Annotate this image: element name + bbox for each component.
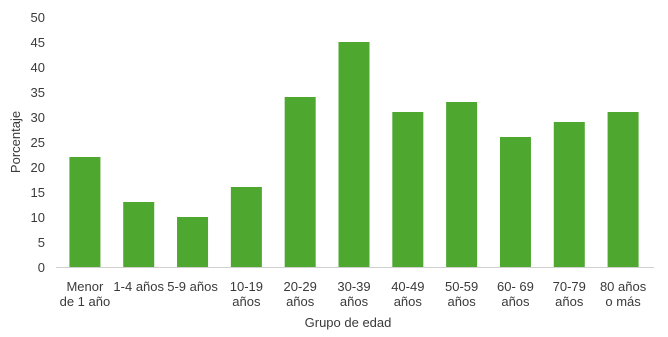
y-tick-label: 25 [31, 135, 45, 150]
bar [607, 112, 639, 267]
y-axis-ticks: 0 5 10 15 20 25 30 35 40 45 50 [31, 10, 45, 275]
bar [338, 42, 370, 267]
y-tick-label: 50 [31, 10, 45, 25]
bar [69, 157, 101, 267]
x-tick-label: 20-29 años [284, 279, 317, 309]
x-tick-label: 1-4 años [113, 279, 164, 294]
bar [553, 122, 585, 267]
bar [446, 102, 478, 267]
x-tick-label: 60- 69 años [497, 279, 534, 309]
x-tick-label: Menor de 1 año [60, 279, 111, 309]
bar [230, 187, 262, 267]
y-tick-label: 5 [38, 235, 45, 250]
y-tick-label: 35 [31, 85, 45, 100]
y-tick-label: 40 [31, 60, 45, 75]
bars [69, 42, 639, 267]
x-tick-label: 40-49 años [391, 279, 424, 309]
y-tick-label: 30 [31, 110, 45, 125]
y-tick-label: 0 [38, 260, 45, 275]
bar [499, 137, 531, 267]
x-tick-label: 5-9 años [167, 279, 218, 294]
x-tick-label: 30-39 años [337, 279, 370, 309]
x-tick-label: 70-79 años [553, 279, 586, 309]
y-axis-title: Porcentaje [8, 111, 23, 173]
bar [177, 217, 209, 267]
bar [123, 202, 155, 267]
x-tick-label: 50-59 años [445, 279, 478, 309]
y-tick-label: 15 [31, 185, 45, 200]
bar [392, 112, 424, 267]
x-tick-label: 10-19 años [230, 279, 263, 309]
y-tick-label: 45 [31, 35, 45, 50]
y-tick-label: 20 [31, 160, 45, 175]
x-tick-label: 80 años o más [600, 279, 647, 309]
bar [284, 97, 316, 267]
x-axis-title: Grupo de edad [305, 315, 392, 330]
y-tick-label: 10 [31, 210, 45, 225]
